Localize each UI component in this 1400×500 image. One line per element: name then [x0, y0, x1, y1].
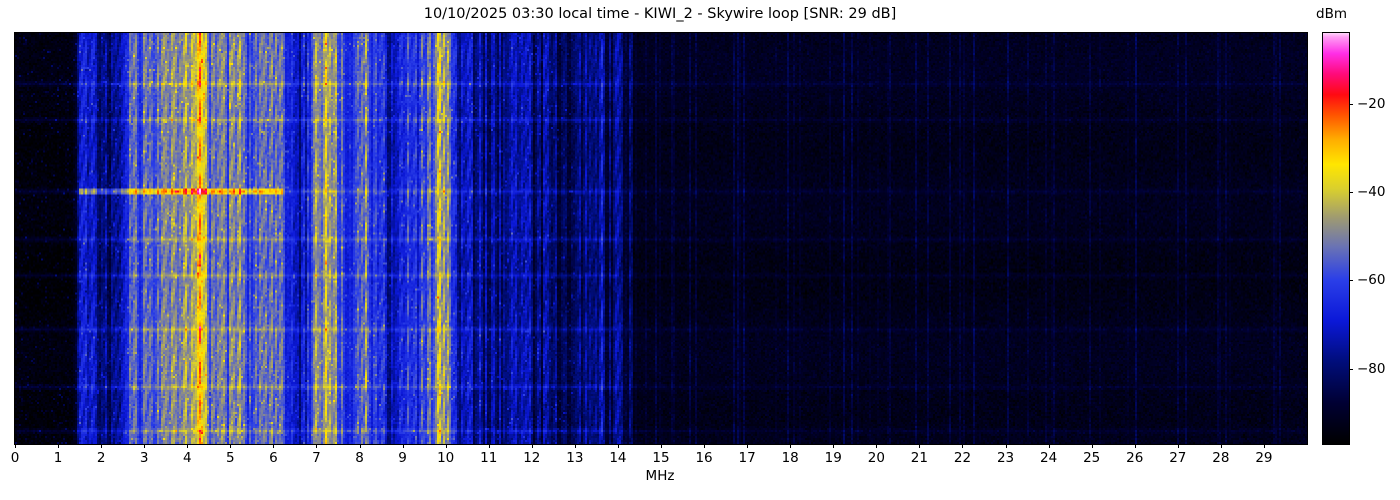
x-tick-label: 27 [1169, 450, 1187, 466]
colorbar-tick-mark [1349, 192, 1353, 194]
x-tick-mark [15, 444, 16, 448]
x-tick-mark [101, 444, 103, 448]
x-tick-mark [531, 444, 533, 448]
colorbar-tick-label: −80 [1357, 360, 1386, 377]
x-tick-label: 5 [226, 450, 235, 466]
x-tick-label: 20 [867, 450, 885, 466]
x-tick-label: 7 [312, 450, 321, 466]
x-tick-mark [1263, 444, 1265, 448]
colorbar-title: dBm [1316, 6, 1347, 22]
x-tick-label: 17 [738, 450, 756, 466]
x-tick-mark [1005, 444, 1007, 448]
colorbar-tick-label: −60 [1357, 272, 1386, 289]
x-tick-label: 12 [523, 450, 541, 466]
x-tick-mark [1091, 444, 1093, 448]
x-tick-label: 2 [96, 450, 106, 466]
x-tick-mark [1220, 444, 1222, 448]
x-tick-mark [230, 444, 232, 448]
x-tick-mark [273, 444, 275, 448]
x-tick-mark [144, 444, 146, 448]
colorbar-tick-mark [1349, 280, 1353, 282]
x-tick-mark [704, 444, 706, 448]
waterfall-heatmap[interactable] [15, 33, 1307, 444]
colorbar-gradient [1323, 33, 1349, 444]
x-tick-mark [1134, 444, 1136, 448]
x-tick-label: 21 [910, 450, 928, 466]
x-tick-mark [58, 444, 60, 448]
x-tick-mark [445, 444, 447, 448]
colorbar [1322, 32, 1350, 445]
x-tick-label: 4 [182, 450, 192, 466]
x-axis-label: MHz [645, 468, 675, 484]
x-tick-label: 23 [996, 450, 1015, 466]
x-tick-label: 1 [53, 450, 63, 466]
x-tick-mark [1177, 444, 1179, 448]
x-axis: 0 1 2 3 4 5 6 7 8 9 10 11 12 13 14 15 16 17 18 19 20 21 22 23 24… [10, 444, 1308, 474]
x-tick-mark [661, 444, 662, 448]
x-tick-label: 3 [139, 450, 149, 466]
x-tick-mark [316, 444, 318, 448]
page-title: 10/10/2025 03:30 local time - KIWI_2 - S… [423, 6, 897, 22]
x-tick-label: 0 [10, 450, 20, 466]
x-tick-label: 14 [609, 450, 627, 466]
x-tick-label: 8 [355, 450, 364, 466]
x-tick-label: 15 [652, 450, 670, 466]
x-tick-label: 25 [1083, 450, 1101, 466]
x-tick-label: 24 [1040, 450, 1058, 466]
waterfall-plot-area[interactable] [14, 32, 1308, 445]
colorbar-tick-label: −20 [1357, 95, 1386, 112]
x-tick-label: 6 [269, 450, 278, 466]
x-tick-mark [833, 444, 835, 448]
x-tick-mark [359, 444, 361, 448]
x-tick-mark [488, 444, 490, 448]
colorbar-axis: −20 −40 −60 −80 [1349, 32, 1399, 445]
x-tick-label: 28 [1212, 450, 1230, 466]
x-tick-mark [919, 444, 921, 448]
x-tick-label: 29 [1255, 450, 1273, 466]
x-tick-mark [402, 444, 404, 448]
colorbar-tick-label: −40 [1357, 184, 1386, 201]
colorbar-tick-mark [1349, 103, 1353, 105]
x-tick-label: 9 [398, 450, 407, 466]
x-tick-label: 26 [1126, 450, 1144, 466]
colorbar-tick-mark [1349, 368, 1353, 370]
x-tick-mark [1048, 444, 1050, 448]
x-tick-label: 10 [437, 450, 455, 466]
x-tick-label: 22 [953, 450, 972, 466]
x-tick-mark [574, 444, 576, 448]
x-tick-mark [876, 444, 878, 448]
x-tick-label: 13 [566, 450, 584, 466]
x-tick-label: 18 [781, 450, 799, 466]
x-tick-mark [747, 444, 749, 448]
x-tick-label: 19 [824, 450, 842, 466]
x-tick-mark [617, 444, 619, 448]
x-tick-mark [790, 444, 792, 448]
x-tick-label: 16 [695, 450, 713, 466]
x-tick-label: 11 [480, 450, 498, 466]
x-tick-mark [187, 444, 189, 448]
x-tick-mark [962, 444, 964, 448]
